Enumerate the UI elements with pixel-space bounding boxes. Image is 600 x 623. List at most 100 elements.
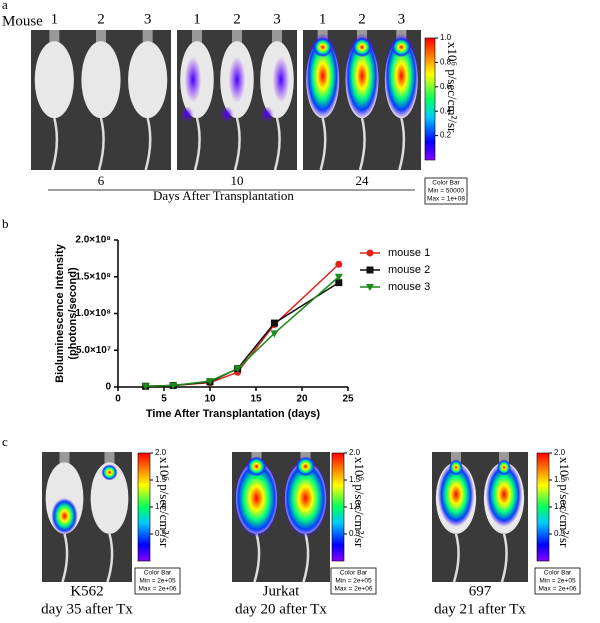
- color-bar-box-text: Max = 2e+06: [539, 586, 577, 593]
- color-bar-box: [134, 567, 181, 595]
- y-tick-label: 1.5×10⁸: [75, 271, 111, 282]
- signal: [352, 37, 372, 58]
- signal: [260, 106, 274, 123]
- signal: [312, 37, 333, 58]
- nose-cone: [192, 30, 202, 44]
- mouse-tail: [51, 117, 59, 171]
- mouse-tail: [193, 117, 201, 171]
- mouse-tail: [358, 117, 366, 171]
- nose-cone: [96, 30, 106, 44]
- sample-caption: day 35 after Tx: [41, 601, 133, 617]
- signal: [220, 106, 234, 123]
- color-bar: [331, 452, 345, 562]
- color-bar-label: 0.4: [440, 106, 452, 115]
- nose-cone: [49, 30, 60, 44]
- marker: [335, 260, 343, 268]
- signal: [383, 33, 419, 119]
- mouse-number: 2: [97, 11, 105, 27]
- mouse-number: 3: [144, 11, 152, 27]
- marker: [270, 330, 279, 338]
- color-bar-unit: x10⁶ p/sec/cm²/sr: [445, 42, 460, 133]
- panel-label: c: [2, 434, 8, 449]
- nose-cone: [499, 452, 509, 465]
- color-bar-label: 1.5: [349, 475, 361, 484]
- x-tick-label: 20: [296, 394, 308, 405]
- mouse-tail: [452, 533, 460, 583]
- nose-cone: [104, 452, 115, 465]
- color-bar-label: 0.5: [349, 529, 361, 538]
- color-bar-box-text: Min = 2e+05: [539, 578, 576, 585]
- x-tick-label: 15: [250, 394, 262, 405]
- sample-name: K562: [70, 583, 103, 599]
- x-tick-label: 25: [342, 394, 354, 405]
- color-bar-box: [424, 177, 468, 205]
- color-bar-label: 2.0: [349, 448, 361, 457]
- mouse-tail: [398, 117, 406, 171]
- signal: [228, 56, 246, 103]
- y-tick-label: 5.0×10⁷: [76, 345, 111, 356]
- signal: [391, 37, 412, 58]
- mouse-body: [81, 41, 121, 119]
- series-line: [145, 281, 340, 388]
- color-bar-box: [534, 567, 581, 595]
- color-bar-label: 1.5: [155, 475, 167, 484]
- color-bar-box-text: Min = 2e+05: [139, 578, 176, 585]
- y-axis-title: Bioluminescence Intensity: [54, 243, 66, 383]
- color-bar-label: 1.0: [155, 502, 167, 511]
- signal: [51, 498, 78, 535]
- day-label: 6: [98, 173, 105, 188]
- y-tick-label: 2.0×10⁸: [75, 235, 111, 246]
- marker: [334, 273, 343, 281]
- mouse-number: 2: [233, 11, 241, 27]
- nose-cone: [59, 452, 70, 465]
- color-bar-box-text: Color Bar: [544, 570, 572, 577]
- mouse-number: 1: [193, 11, 201, 27]
- signal: [282, 458, 329, 538]
- marker: [141, 383, 150, 391]
- color-bar: [137, 452, 151, 562]
- marker: [335, 279, 343, 287]
- signal: [449, 459, 463, 476]
- color-bar-box-text: Color Bar: [144, 570, 172, 577]
- color-bar-label: 1.0: [554, 502, 566, 511]
- color-bar-label: 2.0: [155, 448, 167, 457]
- signal: [497, 459, 511, 476]
- color-bar-label: 1.5: [554, 475, 566, 484]
- signal: [180, 106, 194, 123]
- signal: [272, 56, 290, 103]
- y-tick-label: 1.0×10⁸: [75, 308, 111, 319]
- color-bar-label: 0.2: [440, 131, 452, 140]
- signal: [305, 33, 341, 119]
- signal: [184, 56, 202, 103]
- marker: [169, 382, 178, 390]
- mouse-tail: [319, 117, 327, 171]
- mouse-number: 3: [273, 11, 281, 27]
- x-tick-label: 10: [204, 394, 216, 405]
- marker: [233, 365, 242, 373]
- legend-marker: [366, 249, 374, 257]
- sample-caption: day 21 after Tx: [434, 601, 526, 617]
- nose-cone: [232, 30, 242, 44]
- legend-marker: [366, 284, 374, 291]
- day-label: 24: [356, 173, 370, 188]
- signal: [246, 456, 267, 477]
- color-bar: [424, 37, 436, 161]
- x-label: Days After Transplantation: [153, 188, 294, 203]
- color-bar-label: 2.0: [554, 448, 566, 457]
- signal: [437, 462, 475, 527]
- nose-cone: [142, 30, 153, 44]
- mouse-number: 1: [51, 11, 59, 27]
- color-bar-unit: x10⁶ p/sec/cm²/sr: [557, 457, 572, 548]
- color-bar-unit: x10⁶ p/sec/cm²/sr: [352, 457, 367, 548]
- panel-label: b: [2, 216, 9, 231]
- mouse-body: [34, 41, 74, 119]
- y-axis-title: (photons/second): [67, 267, 79, 360]
- legend-marker: [366, 266, 374, 274]
- color-bar-label: 1.0: [349, 502, 361, 511]
- mouse-tail: [144, 117, 152, 171]
- signal: [101, 464, 118, 481]
- mouse-body: [90, 462, 129, 534]
- mouse-number: 2: [358, 11, 366, 27]
- mouse-number: 1: [319, 11, 327, 27]
- color-bar-box-text: Min = 2e+05: [335, 578, 372, 585]
